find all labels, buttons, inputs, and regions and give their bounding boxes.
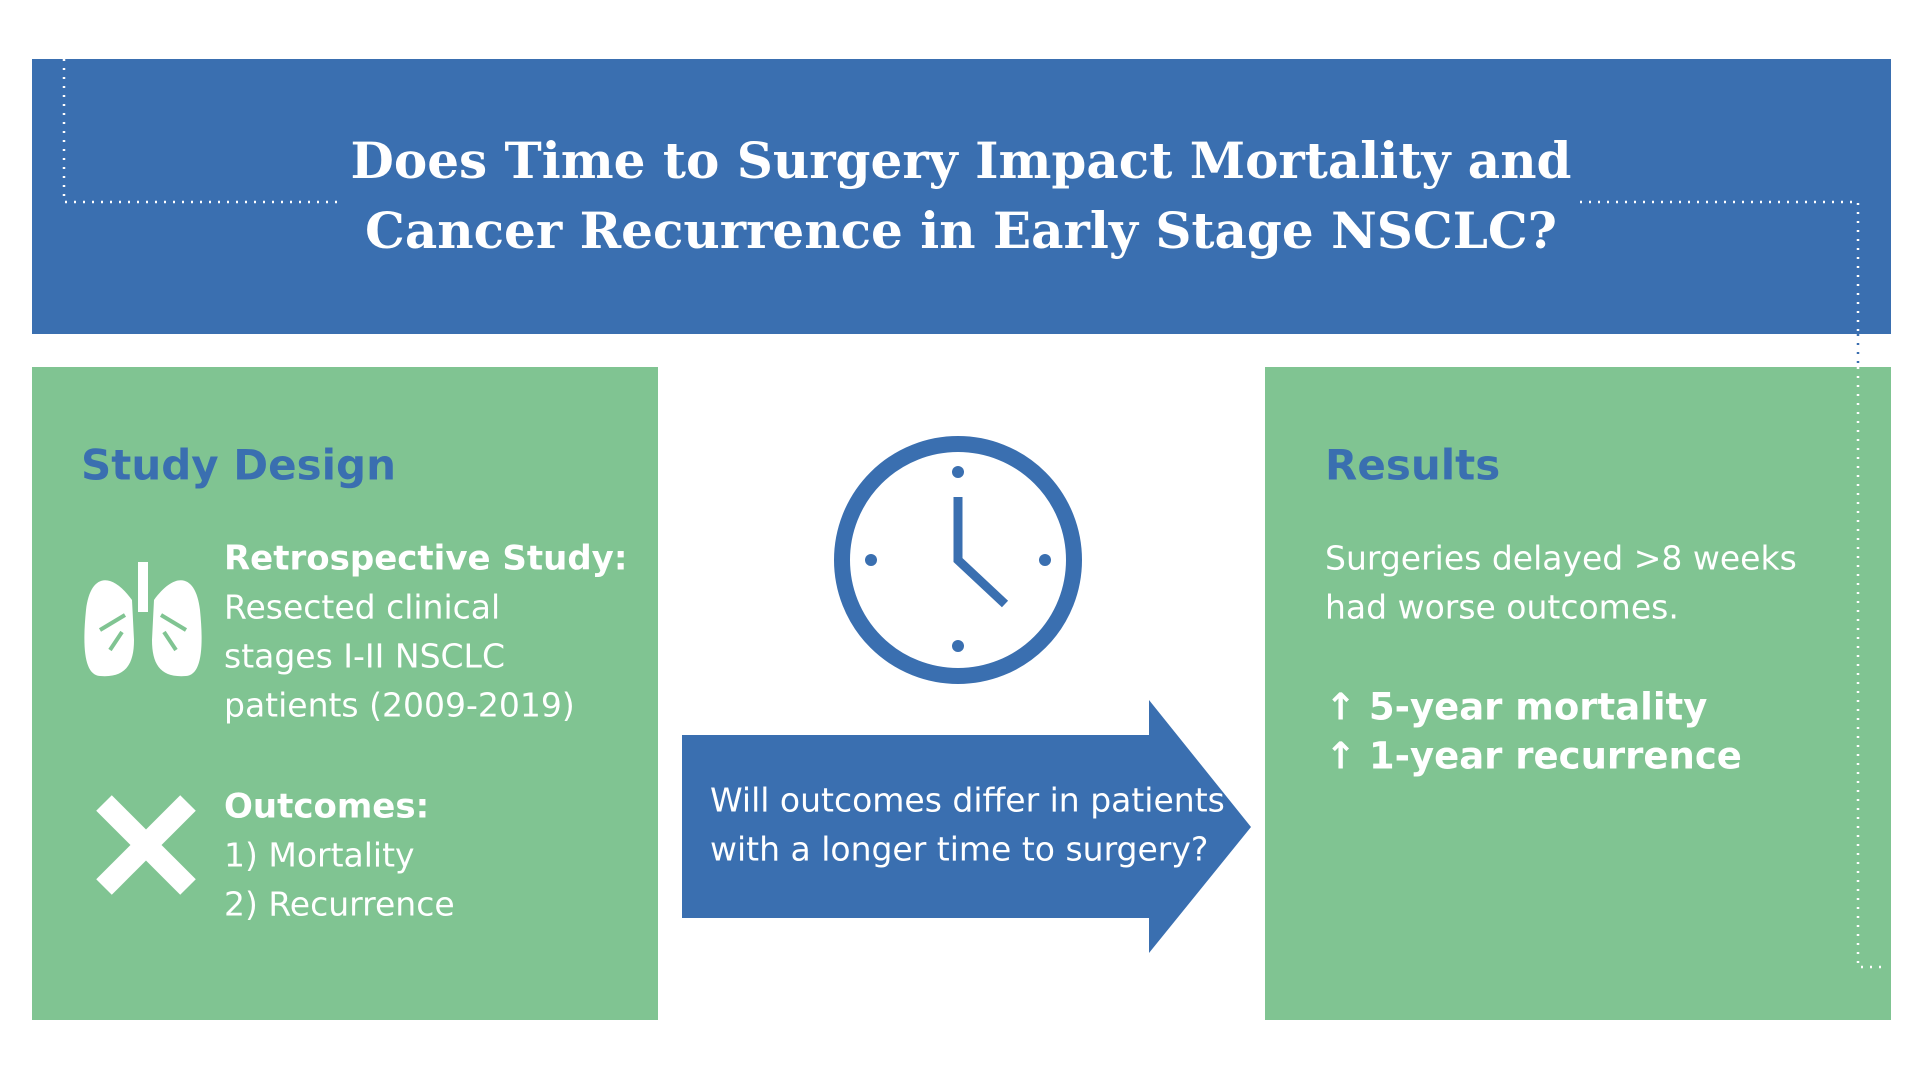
item-text: 2) Recurrence — [224, 885, 455, 924]
item-text: Resected clinical — [224, 588, 500, 627]
title: Does Time to Surgery Impact Mortality an… — [350, 131, 1571, 190]
title: Cancer Recurrence in Early Stage NSCLC? — [365, 201, 1557, 260]
item-text: 1) Mortality — [224, 836, 415, 875]
header-band — [32, 59, 1891, 334]
question-text: Will outcomes differ in patients — [710, 781, 1225, 820]
results-text: Surgeries delayed >8 weeks — [1325, 539, 1797, 578]
arrow — [682, 700, 1251, 953]
item-label: Outcomes: — [224, 787, 429, 827]
item-text: patients (2009-2019) — [224, 686, 575, 725]
item-text: stages I-II NSCLC — [224, 637, 505, 676]
panel-heading: Study Design — [81, 441, 396, 490]
finding: ↑ 1-year recurrence — [1325, 735, 1742, 778]
item-label: Retrospective Study: — [224, 539, 627, 579]
finding: ↑ 5-year mortality — [1325, 686, 1707, 729]
results-text: had worse outcomes. — [1325, 588, 1679, 627]
lung-icon — [84, 562, 202, 677]
dotted-line — [1856, 367, 1885, 969]
x-icon — [96, 795, 196, 895]
study-design-panel — [32, 367, 658, 1020]
question-text: with a longer time to surgery? — [710, 830, 1208, 869]
panel-heading: Results — [1325, 441, 1500, 490]
clock-icon — [834, 436, 1082, 684]
lung-icon-detail — [98, 613, 188, 652]
results-panel — [1265, 367, 1891, 1020]
